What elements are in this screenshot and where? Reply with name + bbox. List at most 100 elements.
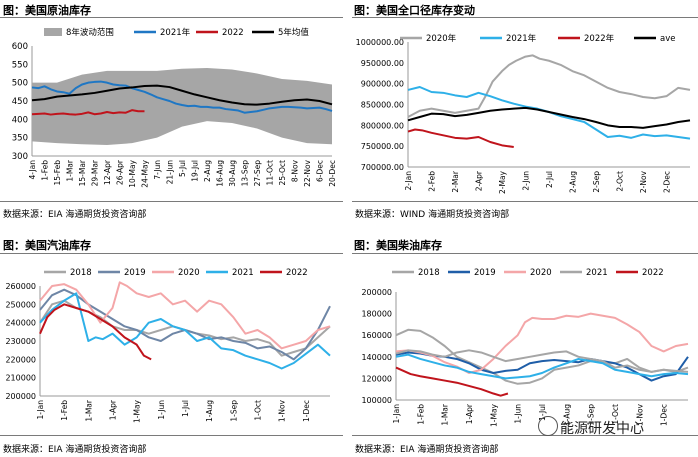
y-tick-label: 850000.00 (361, 101, 404, 110)
x-tick-label: 10-May (128, 159, 137, 187)
x-tick-label: 1-Feb (60, 400, 69, 421)
x-tick-label: 2-May (498, 170, 507, 194)
source-gasoline: 数据来源：EIA 海通期货投资咨询部 (3, 445, 147, 455)
y-tick-label: 500 (12, 79, 28, 89)
x-tick-label: 22-Nov (303, 159, 312, 186)
x-tick-label: 29-Mar (91, 159, 100, 186)
x-tick-label: 5-Jul (178, 160, 187, 177)
series-line-4 (39, 303, 152, 361)
source-diesel: 数据来源：EIA 海通期货投资咨询部 (355, 445, 499, 455)
x-tick-label: 2-Dec (663, 171, 672, 193)
x-tick-label: 2-Oct (616, 171, 625, 192)
y-tick-label: 140000 (361, 353, 392, 362)
chart-total-inventory: 700000.00 750000.00 800000.00 850000.00 9000… (356, 33, 691, 194)
x-tick-label: 21-Jun (166, 160, 175, 185)
legend-label: 2022 (642, 268, 664, 278)
x-tick-label: 2-Aug (569, 171, 578, 193)
legend-swatch (44, 28, 62, 36)
y-tick-label: 300 (12, 152, 28, 162)
y-tick-label: 400 (12, 115, 28, 125)
x-tick-label: 1-Jun (157, 400, 166, 420)
x-tick-label: 1-Mar (441, 403, 450, 426)
x-tick-label: 2-Nov (639, 170, 648, 193)
x-tick-label: 1-Jun (514, 404, 523, 424)
x-tick-label: 25-Oct (278, 160, 287, 185)
x-tick-label: 1-Dec (302, 400, 311, 422)
x-tick-label: 26-Apr (116, 159, 125, 185)
series-line-4 (395, 353, 689, 380)
divider (352, 435, 698, 436)
wechat-icon (538, 416, 558, 436)
x-tick-label: 1-Mar (84, 399, 93, 422)
divider (352, 253, 698, 254)
y-tick-label: 350 (12, 134, 28, 144)
x-tick-label: 24-May (141, 159, 150, 187)
chart-gasoline-inventory: 200000 210000 220000 230000 240000 250000 2600… (5, 268, 331, 423)
x-tick-label: 1-Oct (254, 400, 263, 421)
divider (0, 435, 343, 436)
legend-label: 2021年 (506, 33, 537, 44)
legend-label: 2021 (232, 268, 254, 278)
x-tick-label: 1-Apr (109, 399, 118, 420)
source-total: 数据来源：WIND 海通期货投资咨询部 (355, 210, 510, 220)
x-tick-label: 19-Jul (191, 160, 200, 182)
x-tick-label: 27-Sep (253, 160, 262, 187)
series-line-2 (395, 312, 689, 374)
x-tick-label: 2-Apr (475, 170, 484, 191)
x-tick-label: 2-Jan (404, 171, 413, 191)
x-tick-label: 1-Nov (278, 399, 287, 422)
divider (0, 17, 343, 18)
divider (352, 17, 698, 18)
legend-label: 2019 (124, 268, 146, 278)
legend-label: 2018 (70, 268, 92, 278)
x-tick-label: 1-Feb (41, 160, 50, 181)
series-line-0 (407, 54, 691, 118)
y-tick-label: 180000 (361, 310, 392, 319)
series-line-3 (407, 106, 691, 129)
x-tick-label: 2-Mar (451, 170, 460, 193)
divider (0, 253, 343, 254)
legend-label: 2022 (286, 268, 308, 278)
chart-diesel-inventory: 100000 120000 140000 160000 180000 200000 1-Ja… (361, 268, 689, 427)
y-tick-label: 550 (12, 60, 28, 70)
source-crude: 数据来源：EIA 海通期货投资咨询部 (3, 210, 147, 220)
x-tick-label: 2-Aug (203, 160, 212, 182)
y-tick-label: 700000.00 (361, 163, 404, 172)
series-line-2 (39, 281, 331, 350)
divider (352, 201, 698, 202)
x-tick-label: 6-Dec (316, 160, 325, 182)
y-tick-label: 450 (12, 97, 28, 107)
x-tick-label: 15-Mar (78, 159, 87, 186)
y-tick-label: 900000.00 (361, 80, 404, 89)
x-tick-label: 1-Sep (229, 400, 238, 422)
x-tick-label: 1-Dec (660, 404, 669, 426)
x-tick-label: 1-May (133, 399, 142, 423)
x-tick-label: 1-Jan (392, 404, 401, 424)
x-tick-label: 1-May (489, 403, 498, 427)
chart-crude-inventory: 300 350 400 450 500 550 600 4-Jan 1-Feb 15-Feb 1-M… (12, 27, 337, 188)
series-line-1 (31, 109, 145, 116)
panel-title-diesel: 图：美国柴油库存 (354, 239, 442, 252)
x-tick-label: 30-Aug (228, 160, 237, 187)
x-tick-label: 12-Apr (103, 159, 112, 185)
x-tick-label: 16-Aug (216, 160, 225, 187)
y-tick-label: 100000 (361, 396, 392, 405)
x-tick-label: 8-Nov (291, 159, 300, 182)
x-tick-label: 1-Apr (465, 403, 474, 424)
legend-label: 2022 (222, 28, 244, 38)
y-tick-label: 250000 (5, 300, 36, 309)
y-tick-label: 1000000.00 (356, 38, 404, 47)
x-tick-label: 20-Dec (328, 160, 337, 187)
x-tick-label: 11-Oct (266, 160, 275, 185)
x-tick-label: 15-Feb (53, 160, 62, 186)
x-tick-label: 2-Jun (522, 171, 531, 191)
y-tick-label: 230000 (5, 337, 36, 346)
y-tick-label: 240000 (5, 319, 36, 328)
x-tick-label: 13-Sep (241, 160, 250, 187)
x-tick-label: 4-Jan (28, 160, 37, 180)
legend-label: 2021 (586, 268, 608, 278)
legend-label: 2022年 (584, 33, 615, 44)
series-line-0 (31, 80, 333, 114)
range-band (32, 68, 332, 145)
divider (0, 201, 343, 202)
